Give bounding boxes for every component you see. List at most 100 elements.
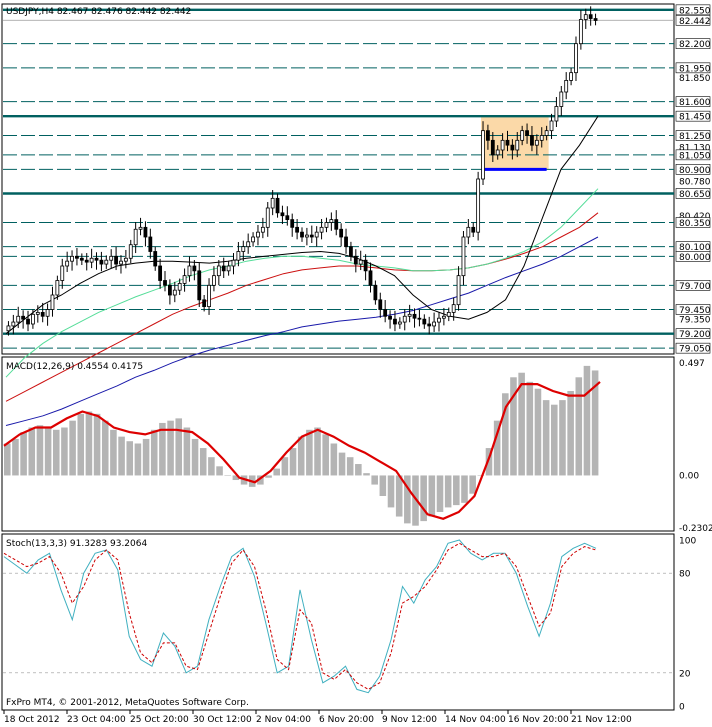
candle-body — [231, 259, 236, 267]
macd-histogram-bar — [469, 475, 476, 494]
price-axis-label: 82.200 — [679, 40, 711, 50]
candle-body — [280, 212, 285, 217]
candle-body — [393, 318, 397, 325]
candle-body — [168, 284, 172, 296]
macd-histogram-bar — [134, 443, 142, 476]
macd-histogram-bar — [330, 443, 338, 476]
price-tag-box — [675, 14, 711, 26]
candle-body — [329, 219, 334, 223]
macd-histogram-bar — [150, 429, 158, 476]
macd-axis-label: 0.00 — [679, 471, 699, 481]
macd-histogram-bar — [510, 377, 517, 476]
candle-body — [427, 323, 432, 327]
macd-histogram-bar — [502, 393, 509, 476]
macd-histogram-bar — [567, 390, 574, 476]
price-axis-label: 80.780 — [679, 177, 711, 187]
candle-body — [554, 106, 559, 122]
price-tag-box — [675, 164, 711, 175]
candle-body — [373, 284, 378, 301]
candle-body — [388, 315, 392, 320]
time-axis-label: 18 Oct 2012 — [4, 715, 60, 725]
candle-body — [119, 260, 123, 265]
candle-body — [89, 257, 94, 263]
macd-histogram-bar — [208, 457, 215, 476]
price-tag-box — [675, 328, 711, 339]
candle-body — [295, 226, 300, 233]
candle-body — [300, 231, 304, 238]
candle-body — [84, 259, 89, 263]
candle-body — [226, 265, 231, 272]
price-tag-box — [675, 217, 711, 228]
macd-histogram-bar — [404, 475, 411, 524]
candle-body — [75, 255, 79, 259]
macd-histogram-bar — [387, 475, 395, 508]
candle-body — [304, 234, 309, 238]
price-axis-label: 80.100 — [679, 243, 711, 253]
candle-body — [265, 207, 270, 228]
macd-histogram-bar — [44, 427, 52, 476]
candle-body — [319, 226, 324, 233]
candle-body — [339, 228, 344, 238]
macd-histogram-bar — [52, 429, 60, 476]
price-tag-box — [675, 130, 711, 141]
price-axis-label: 81.850 — [679, 74, 711, 84]
macd-histogram-bar — [273, 468, 280, 476]
candle-body — [114, 255, 118, 265]
time-axis-label: 23 Oct 04:00 — [67, 715, 126, 725]
macd-histogram-bar — [159, 422, 166, 476]
macd-histogram-bar — [110, 429, 117, 476]
macd-histogram-bar — [518, 372, 525, 476]
candle-body — [481, 130, 485, 180]
candle-body — [177, 282, 182, 291]
macd-histogram-bar — [477, 475, 485, 476]
candle-body — [588, 14, 593, 19]
candle-body — [358, 259, 363, 265]
candle-body — [216, 265, 221, 277]
candle-body — [520, 130, 525, 141]
candle-body — [21, 315, 26, 320]
stoch-axis-label: 20 — [679, 669, 691, 679]
macd-histogram-bar — [191, 438, 199, 476]
macd-histogram-bar — [12, 438, 19, 476]
symbol-header: USDJPY,H4 82.467 82.476 82.442 82.442 — [6, 7, 191, 17]
candle-body — [456, 275, 461, 306]
price-axis-label: 80.350 — [679, 219, 711, 229]
price-pane-frame — [1, 3, 675, 355]
candle-body — [451, 304, 456, 313]
candle-body — [128, 244, 133, 259]
macd-histogram-bar — [322, 434, 329, 476]
price-axis-label: 79.350 — [679, 316, 711, 326]
macd-histogram-bar — [61, 427, 68, 476]
candle-body — [525, 130, 529, 136]
candle-body — [40, 311, 45, 317]
macd-histogram-bar — [126, 441, 134, 476]
candle-body — [143, 226, 148, 238]
candle-body — [539, 135, 544, 141]
candle-body — [353, 255, 358, 265]
candle-body — [446, 311, 451, 317]
macd-histogram-bar — [216, 466, 223, 476]
macd-histogram-bar — [420, 475, 427, 522]
candle-body — [246, 241, 251, 248]
candle-body — [275, 197, 280, 214]
price-axis-label: 81.600 — [679, 98, 711, 108]
candle-body — [334, 219, 339, 230]
price-tag-box — [675, 149, 711, 161]
candle-body — [402, 315, 407, 323]
candle-body — [50, 294, 55, 310]
price-tag-box — [675, 342, 711, 354]
price-axis-label: 79.200 — [679, 330, 711, 340]
candle-body — [236, 251, 241, 261]
price-axis-label: 81.130 — [679, 144, 711, 154]
macd-histogram-bar — [551, 404, 558, 476]
candle-body — [285, 215, 290, 221]
candle-body — [192, 265, 197, 272]
stoch-axis-label: 100 — [679, 537, 696, 547]
macd-histogram-bar — [346, 457, 354, 476]
macd-histogram-bar — [493, 420, 501, 476]
candle-body — [500, 139, 505, 151]
macd-histogram-bar — [575, 377, 583, 476]
candle-body — [549, 120, 554, 132]
macd-histogram-bar — [118, 436, 125, 476]
macd-histogram-bar — [306, 429, 313, 476]
